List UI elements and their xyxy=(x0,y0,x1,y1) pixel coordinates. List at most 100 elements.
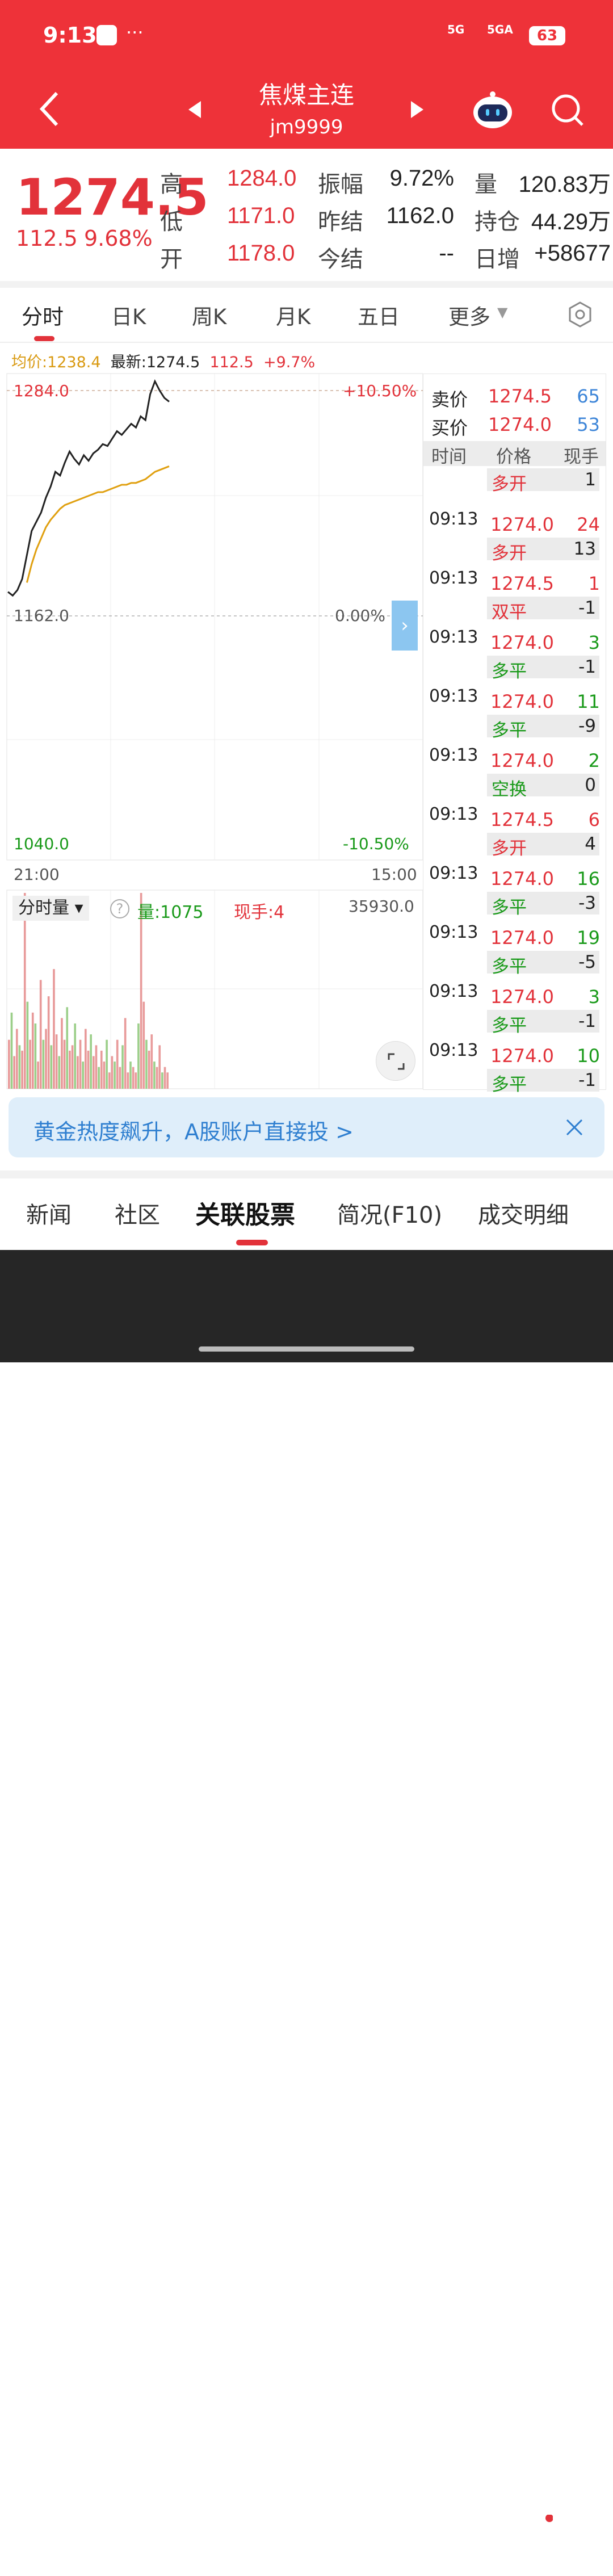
volume-bar xyxy=(31,1012,34,1089)
volume-bar xyxy=(10,1012,13,1089)
volume-bar xyxy=(92,1056,95,1089)
info-change: 112.5 xyxy=(209,354,254,371)
volume-bar xyxy=(69,1050,71,1089)
volume-bar xyxy=(108,1072,111,1089)
tick-type: 多平 xyxy=(492,897,527,918)
volume-bar xyxy=(137,1023,140,1089)
nav-functions[interactable]: 功能 xyxy=(502,2514,570,2576)
quote-value: 120.83万 xyxy=(518,172,611,197)
volume-bar xyxy=(26,1001,29,1089)
tick-sub-row: 多开 13 xyxy=(487,538,599,564)
divider xyxy=(0,342,613,343)
volume-bar xyxy=(121,1045,124,1089)
nav-add-watchlist[interactable]: 加自选 xyxy=(305,2515,385,2576)
close-icon[interactable] xyxy=(565,1118,584,1137)
sell-qty: 65 xyxy=(577,385,600,407)
tab-0[interactable]: 分时 xyxy=(22,305,64,329)
expand-panel-arrow-icon[interactable]: › xyxy=(392,601,418,651)
nav-order-label: 下单 xyxy=(95,2553,132,2575)
volume-bar xyxy=(37,1062,39,1089)
volume-bar xyxy=(74,1023,77,1089)
bottom-tab-3[interactable]: 简况(F10) xyxy=(337,1202,443,1228)
volume-bar xyxy=(58,1056,61,1089)
tab-4[interactable]: 五日 xyxy=(358,305,400,329)
bottom-tab-0[interactable]: 新闻 xyxy=(26,1202,72,1228)
bottom-tab-2[interactable]: 关联股票 xyxy=(195,1201,295,1230)
promo-banner[interactable]: 黄金热度飙升，A股账户直接投 > xyxy=(9,1097,604,1157)
contract-title: 焦煤主连 xyxy=(258,81,354,109)
robot-assistant-icon[interactable] xyxy=(472,91,513,129)
tick-time: 09:13 xyxy=(429,863,478,883)
tab-1[interactable]: 日K xyxy=(111,305,146,329)
volume-bar xyxy=(34,1023,37,1089)
volume-bar xyxy=(29,1039,31,1089)
volume-bar xyxy=(77,1056,79,1089)
fullscreen-button[interactable] xyxy=(376,1041,415,1081)
volume-bar xyxy=(114,1062,116,1089)
volume-bar xyxy=(21,1050,23,1089)
prev-contract-icon[interactable] xyxy=(187,100,202,119)
tick-change: 1 xyxy=(585,469,596,490)
tick-type: 多平 xyxy=(492,720,527,741)
tick-change: -1 xyxy=(578,598,596,618)
trade-panel: 卖价 1274.5 65 买价 1274.0 53 时间 价格 现手 多开 1 … xyxy=(423,374,607,1095)
tick-type: 多平 xyxy=(492,661,527,682)
quote-value: 1162.0 xyxy=(386,203,454,228)
sell-price: 1274.5 xyxy=(488,385,552,407)
price-line xyxy=(7,379,170,597)
volume-bar xyxy=(153,1062,156,1089)
tick-row: 09:13 1274.0 3 多平 -1 xyxy=(423,981,607,1036)
header: 9:13 ··· 5G 5GA 63 焦煤主连 jm9999 xyxy=(0,0,613,149)
nav-functions-label: 功能 xyxy=(517,2553,554,2575)
price-change-pct: 9.68% xyxy=(84,226,153,251)
back-icon[interactable] xyxy=(37,91,60,127)
quote-label: 量 xyxy=(475,171,497,198)
bottom-tab-4[interactable]: 成交明细 xyxy=(478,1202,569,1228)
tab-3[interactable]: 月K xyxy=(276,305,311,329)
volume-bar xyxy=(39,980,42,1089)
tick-volume: 16 xyxy=(577,868,600,890)
tab-5[interactable]: 更多 xyxy=(448,305,490,329)
volume-bar xyxy=(63,1039,66,1089)
tab-2[interactable]: 周K xyxy=(192,305,227,329)
buy-label: 买价 xyxy=(431,417,468,439)
bottom-tab-1[interactable]: 社区 xyxy=(115,1202,160,1228)
volume-selector[interactable]: 分时量 ▾ xyxy=(12,896,89,921)
help-icon[interactable]: ? xyxy=(110,899,129,918)
volume-bar xyxy=(142,1001,145,1089)
active-bottom-tab-indicator xyxy=(236,1240,268,1245)
y-label-top-pct: +10.50% xyxy=(343,381,417,400)
tick-row: 09:13 1274.0 3 多平 -1 xyxy=(423,627,607,682)
tick-type: 多平 xyxy=(492,1075,527,1095)
quote-label: 今结 xyxy=(318,246,363,272)
tick-sub-row: 双平 -1 xyxy=(487,597,599,623)
volume-bar xyxy=(53,969,55,1089)
tick-change: -1 xyxy=(578,1011,596,1031)
tick-row: 09:13 1274.0 10 多平 -1 xyxy=(423,1041,607,1095)
tick-row: 09:13 1274.0 11 多平 -9 xyxy=(423,686,607,741)
next-contract-icon[interactable] xyxy=(410,100,425,119)
volume-bar xyxy=(8,1039,10,1089)
divider xyxy=(0,281,613,288)
volume-bar xyxy=(13,1056,15,1089)
info-pct: +9.7% xyxy=(263,354,316,371)
tick-price: 1274.0 xyxy=(490,1045,554,1067)
search-icon[interactable] xyxy=(551,93,585,127)
intraday-chart[interactable] xyxy=(0,372,423,1090)
volume-bar xyxy=(129,1062,132,1089)
settings-hexagon-icon[interactable] xyxy=(566,301,594,328)
tick-type: 多开 xyxy=(492,838,527,859)
buy-price: 1274.0 xyxy=(488,414,552,435)
tick-volume: 19 xyxy=(577,927,600,949)
chart-info-line: 均价:1238.4 最新:1274.5 112.5 +9.7% xyxy=(11,350,315,372)
quote-value: +58677 xyxy=(534,241,611,266)
tick-sub-row: 多平 -3 xyxy=(487,892,599,918)
tick-price: 1274.0 xyxy=(490,868,554,890)
tick-change: -5 xyxy=(578,952,596,972)
tick-volume: 3 xyxy=(588,986,600,1008)
tick-sub-row: 多平 -9 xyxy=(487,715,599,741)
tick-type: 多开 xyxy=(492,543,527,564)
y-label-bottom-pct: -10.50% xyxy=(343,834,409,853)
latest-price: 最新:1274.5 xyxy=(110,354,200,371)
nav-order[interactable]: 下单 xyxy=(79,2515,148,2576)
